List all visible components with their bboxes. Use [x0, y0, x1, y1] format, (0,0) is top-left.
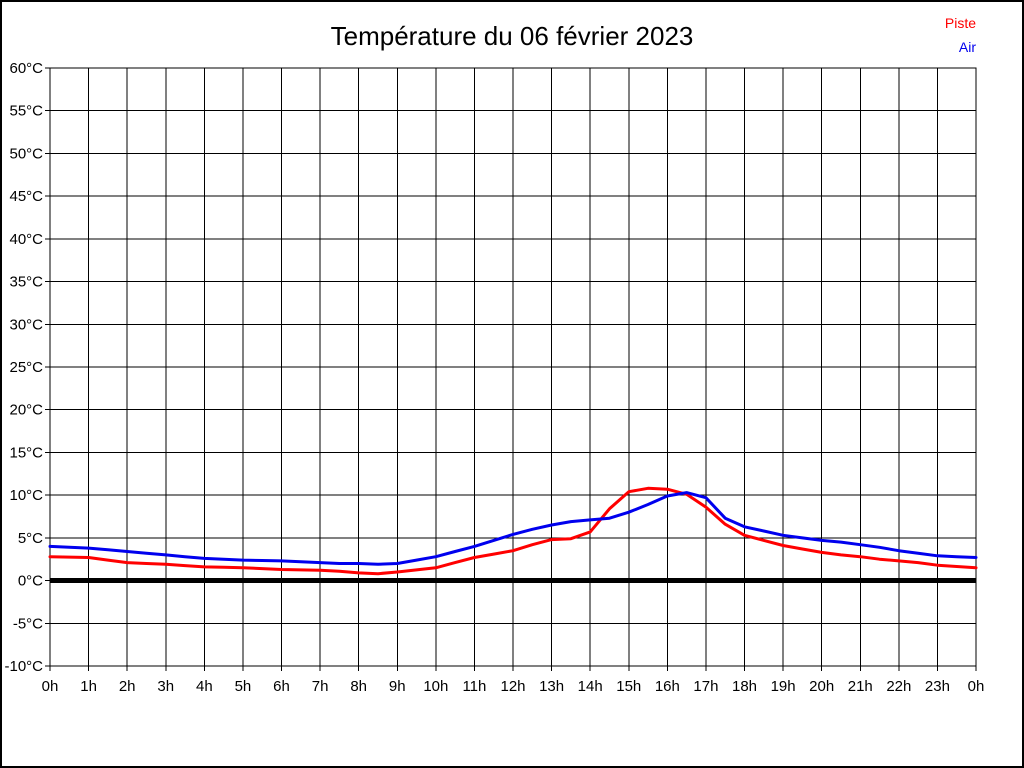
y-tick-label: 45°C	[9, 188, 43, 205]
x-tick-label: 12h	[500, 678, 525, 695]
plot-border	[49, 67, 977, 667]
x-tick-label: 10h	[423, 678, 448, 695]
x-tick-label: 13h	[539, 678, 564, 695]
y-tick-label: 15°C	[9, 444, 43, 461]
y-tick-label: 5°C	[18, 530, 43, 547]
y-tick-label: -5°C	[13, 615, 43, 632]
y-tick-label: 30°C	[9, 316, 43, 333]
piste-series-line	[48, 486, 978, 576]
y-tick-label: 60°C	[9, 60, 43, 77]
x-tick-label: 11h	[462, 678, 486, 695]
x-tick-label: 9h	[389, 678, 406, 695]
air-series-line	[48, 491, 978, 566]
x-tick-label: 22h	[886, 678, 911, 695]
x-tick-label: 19h	[771, 678, 796, 695]
chart-title: Température du 06 février 2023	[330, 21, 694, 51]
x-tick-label: 6h	[273, 678, 290, 695]
y-tick-label: 10°C	[9, 487, 43, 504]
x-tick-label: 2h	[119, 678, 136, 695]
y-tick-label: 25°C	[9, 359, 43, 376]
x-tick-label: 5h	[235, 678, 252, 695]
y-tick-label: 40°C	[9, 231, 43, 248]
y-tick-label: 20°C	[9, 402, 43, 419]
legend-air-label: Air	[958, 39, 976, 55]
x-tick-label: 0h	[42, 678, 59, 695]
x-tick-label: 14h	[578, 678, 603, 695]
x-tick-label: 16h	[655, 678, 680, 695]
x-tick-label: 15h	[616, 678, 641, 695]
y-tick-label: -10°C	[4, 658, 43, 675]
y-tick-label: 35°C	[9, 274, 43, 291]
legend-piste-label: Piste	[944, 15, 976, 31]
y-tick-label: 50°C	[9, 145, 43, 162]
chart-legend: Piste Air	[945, 11, 976, 59]
x-tick-label: 18h	[732, 678, 757, 695]
x-tick-label: 17h	[693, 678, 718, 695]
x-tick-label: 23h	[925, 678, 950, 695]
x-tick-label: 4h	[196, 678, 213, 695]
y-tick-label: 55°C	[9, 103, 43, 120]
x-tick-label: 1h	[80, 678, 97, 695]
x-tick-label: 8h	[350, 678, 367, 695]
x-tick-label: 3h	[157, 678, 174, 695]
x-tick-label: 20h	[809, 678, 834, 695]
x-tick-label: 0h	[968, 678, 985, 695]
x-tick-label: 21h	[848, 678, 873, 695]
y-tick-label: 0°C	[18, 573, 43, 590]
x-tick-label: 7h	[312, 678, 329, 695]
